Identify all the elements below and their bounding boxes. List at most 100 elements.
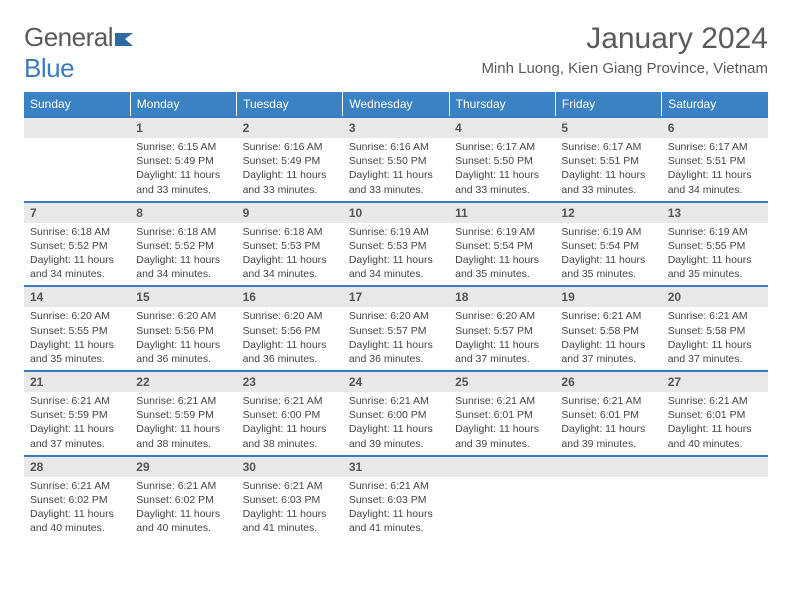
day-number: 18	[449, 287, 555, 307]
sunrise-text: Sunrise: 6:18 AM	[30, 225, 124, 239]
daylight-text: Daylight: 11 hours and 39 minutes.	[349, 422, 443, 450]
calendar-day-cell: 7Sunrise: 6:18 AMSunset: 5:52 PMDaylight…	[24, 202, 130, 287]
day-content: Sunrise: 6:21 AMSunset: 6:02 PMDaylight:…	[130, 477, 236, 540]
sunrise-text: Sunrise: 6:21 AM	[455, 394, 549, 408]
day-number: 30	[237, 457, 343, 477]
day-content: Sunrise: 6:19 AMSunset: 5:55 PMDaylight:…	[662, 223, 768, 286]
day-content: Sunrise: 6:20 AMSunset: 5:57 PMDaylight:…	[449, 307, 555, 370]
day-content	[555, 477, 661, 527]
weekday-header: Thursday	[449, 92, 555, 117]
calendar-day-cell: 20Sunrise: 6:21 AMSunset: 5:58 PMDayligh…	[662, 286, 768, 371]
sunrise-text: Sunrise: 6:21 AM	[668, 309, 762, 323]
day-content: Sunrise: 6:18 AMSunset: 5:52 PMDaylight:…	[130, 223, 236, 286]
day-content: Sunrise: 6:21 AMSunset: 5:58 PMDaylight:…	[662, 307, 768, 370]
day-number: 26	[555, 372, 661, 392]
sunrise-text: Sunrise: 6:21 AM	[136, 479, 230, 493]
day-number: 6	[662, 118, 768, 138]
calendar-day-cell: 8Sunrise: 6:18 AMSunset: 5:52 PMDaylight…	[130, 202, 236, 287]
sunset-text: Sunset: 6:01 PM	[455, 408, 549, 422]
calendar-day-cell: 14Sunrise: 6:20 AMSunset: 5:55 PMDayligh…	[24, 286, 130, 371]
daylight-text: Daylight: 11 hours and 39 minutes.	[561, 422, 655, 450]
calendar-day-cell: 12Sunrise: 6:19 AMSunset: 5:54 PMDayligh…	[555, 202, 661, 287]
brand-part2: Blue	[24, 53, 74, 83]
calendar-table: Sunday Monday Tuesday Wednesday Thursday…	[24, 92, 768, 539]
sunrise-text: Sunrise: 6:20 AM	[349, 309, 443, 323]
daylight-text: Daylight: 11 hours and 35 minutes.	[455, 253, 549, 281]
calendar-day-cell: 2Sunrise: 6:16 AMSunset: 5:49 PMDaylight…	[237, 117, 343, 202]
day-number: 12	[555, 203, 661, 223]
calendar-day-cell: 31Sunrise: 6:21 AMSunset: 6:03 PMDayligh…	[343, 456, 449, 540]
day-content: Sunrise: 6:21 AMSunset: 6:03 PMDaylight:…	[343, 477, 449, 540]
day-number	[662, 457, 768, 477]
day-number: 16	[237, 287, 343, 307]
sunset-text: Sunset: 5:54 PM	[455, 239, 549, 253]
day-number: 4	[449, 118, 555, 138]
day-content: Sunrise: 6:21 AMSunset: 6:01 PMDaylight:…	[449, 392, 555, 455]
calendar-day-cell: 16Sunrise: 6:20 AMSunset: 5:56 PMDayligh…	[237, 286, 343, 371]
day-content: Sunrise: 6:17 AMSunset: 5:50 PMDaylight:…	[449, 138, 555, 201]
calendar-day-cell: 21Sunrise: 6:21 AMSunset: 5:59 PMDayligh…	[24, 371, 130, 456]
calendar-day-cell: 25Sunrise: 6:21 AMSunset: 6:01 PMDayligh…	[449, 371, 555, 456]
daylight-text: Daylight: 11 hours and 38 minutes.	[136, 422, 230, 450]
daylight-text: Daylight: 11 hours and 39 minutes.	[455, 422, 549, 450]
sunset-text: Sunset: 5:53 PM	[349, 239, 443, 253]
calendar-day-cell: 26Sunrise: 6:21 AMSunset: 6:01 PMDayligh…	[555, 371, 661, 456]
calendar-day-cell	[662, 456, 768, 540]
calendar-day-cell: 4Sunrise: 6:17 AMSunset: 5:50 PMDaylight…	[449, 117, 555, 202]
sunset-text: Sunset: 5:57 PM	[455, 324, 549, 338]
day-content: Sunrise: 6:20 AMSunset: 5:56 PMDaylight:…	[130, 307, 236, 370]
weekday-header: Monday	[130, 92, 236, 117]
day-number: 28	[24, 457, 130, 477]
day-number: 5	[555, 118, 661, 138]
day-content: Sunrise: 6:18 AMSunset: 5:53 PMDaylight:…	[237, 223, 343, 286]
day-content: Sunrise: 6:17 AMSunset: 5:51 PMDaylight:…	[662, 138, 768, 201]
brand-logo: GeneralBlue	[24, 22, 137, 84]
sunset-text: Sunset: 5:58 PM	[668, 324, 762, 338]
location-subtitle: Minh Luong, Kien Giang Province, Vietnam	[481, 60, 768, 77]
daylight-text: Daylight: 11 hours and 35 minutes.	[668, 253, 762, 281]
day-content: Sunrise: 6:21 AMSunset: 6:00 PMDaylight:…	[343, 392, 449, 455]
calendar-day-cell: 19Sunrise: 6:21 AMSunset: 5:58 PMDayligh…	[555, 286, 661, 371]
brand-part1: General	[24, 22, 113, 52]
sunset-text: Sunset: 6:00 PM	[349, 408, 443, 422]
calendar-day-cell: 9Sunrise: 6:18 AMSunset: 5:53 PMDaylight…	[237, 202, 343, 287]
calendar-day-cell: 15Sunrise: 6:20 AMSunset: 5:56 PMDayligh…	[130, 286, 236, 371]
sunrise-text: Sunrise: 6:21 AM	[561, 394, 655, 408]
weekday-header: Wednesday	[343, 92, 449, 117]
sunrise-text: Sunrise: 6:20 AM	[136, 309, 230, 323]
sunset-text: Sunset: 5:50 PM	[349, 154, 443, 168]
day-content: Sunrise: 6:16 AMSunset: 5:50 PMDaylight:…	[343, 138, 449, 201]
brand-name: GeneralBlue	[24, 22, 137, 84]
calendar-day-cell: 24Sunrise: 6:21 AMSunset: 6:00 PMDayligh…	[343, 371, 449, 456]
weekday-header: Tuesday	[237, 92, 343, 117]
sunset-text: Sunset: 5:57 PM	[349, 324, 443, 338]
sunrise-text: Sunrise: 6:18 AM	[136, 225, 230, 239]
sunset-text: Sunset: 5:58 PM	[561, 324, 655, 338]
daylight-text: Daylight: 11 hours and 36 minutes.	[349, 338, 443, 366]
sunrise-text: Sunrise: 6:17 AM	[668, 140, 762, 154]
day-number: 25	[449, 372, 555, 392]
day-number: 22	[130, 372, 236, 392]
day-number: 3	[343, 118, 449, 138]
sunrise-text: Sunrise: 6:21 AM	[668, 394, 762, 408]
calendar-day-cell: 27Sunrise: 6:21 AMSunset: 6:01 PMDayligh…	[662, 371, 768, 456]
sunset-text: Sunset: 5:55 PM	[30, 324, 124, 338]
sunrise-text: Sunrise: 6:15 AM	[136, 140, 230, 154]
sunrise-text: Sunrise: 6:19 AM	[561, 225, 655, 239]
calendar-day-cell: 10Sunrise: 6:19 AMSunset: 5:53 PMDayligh…	[343, 202, 449, 287]
daylight-text: Daylight: 11 hours and 34 minutes.	[136, 253, 230, 281]
calendar-day-cell	[449, 456, 555, 540]
calendar-body: 1Sunrise: 6:15 AMSunset: 5:49 PMDaylight…	[24, 117, 768, 539]
calendar-day-cell: 3Sunrise: 6:16 AMSunset: 5:50 PMDaylight…	[343, 117, 449, 202]
daylight-text: Daylight: 11 hours and 37 minutes.	[455, 338, 549, 366]
calendar-week-row: 1Sunrise: 6:15 AMSunset: 5:49 PMDaylight…	[24, 117, 768, 202]
calendar-day-cell: 18Sunrise: 6:20 AMSunset: 5:57 PMDayligh…	[449, 286, 555, 371]
calendar-day-cell	[24, 117, 130, 202]
sunrise-text: Sunrise: 6:21 AM	[30, 394, 124, 408]
title-block: January 2024 Minh Luong, Kien Giang Prov…	[481, 22, 768, 77]
sunset-text: Sunset: 6:01 PM	[668, 408, 762, 422]
sunset-text: Sunset: 6:03 PM	[243, 493, 337, 507]
sunset-text: Sunset: 5:56 PM	[136, 324, 230, 338]
day-content: Sunrise: 6:17 AMSunset: 5:51 PMDaylight:…	[555, 138, 661, 201]
daylight-text: Daylight: 11 hours and 34 minutes.	[668, 168, 762, 196]
